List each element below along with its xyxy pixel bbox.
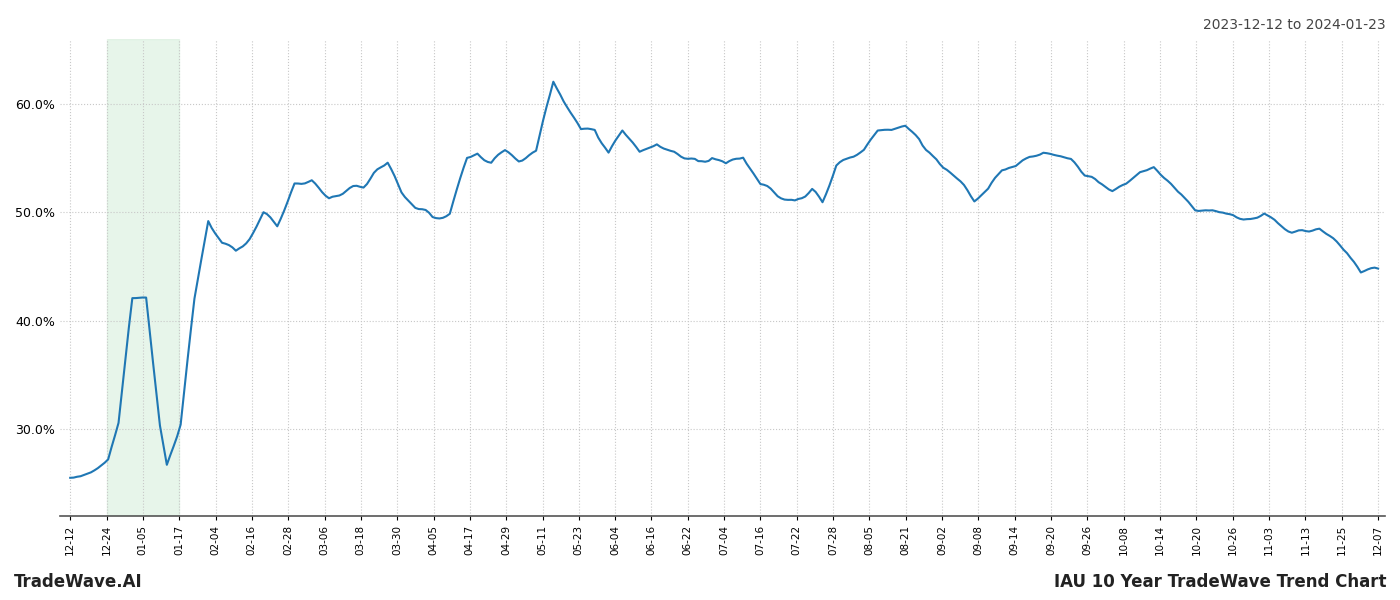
Text: 2023-12-12 to 2024-01-23: 2023-12-12 to 2024-01-23 — [1204, 18, 1386, 32]
Text: IAU 10 Year TradeWave Trend Chart: IAU 10 Year TradeWave Trend Chart — [1053, 573, 1386, 591]
Bar — [106, 39, 179, 516]
Text: TradeWave.AI: TradeWave.AI — [14, 573, 143, 591]
